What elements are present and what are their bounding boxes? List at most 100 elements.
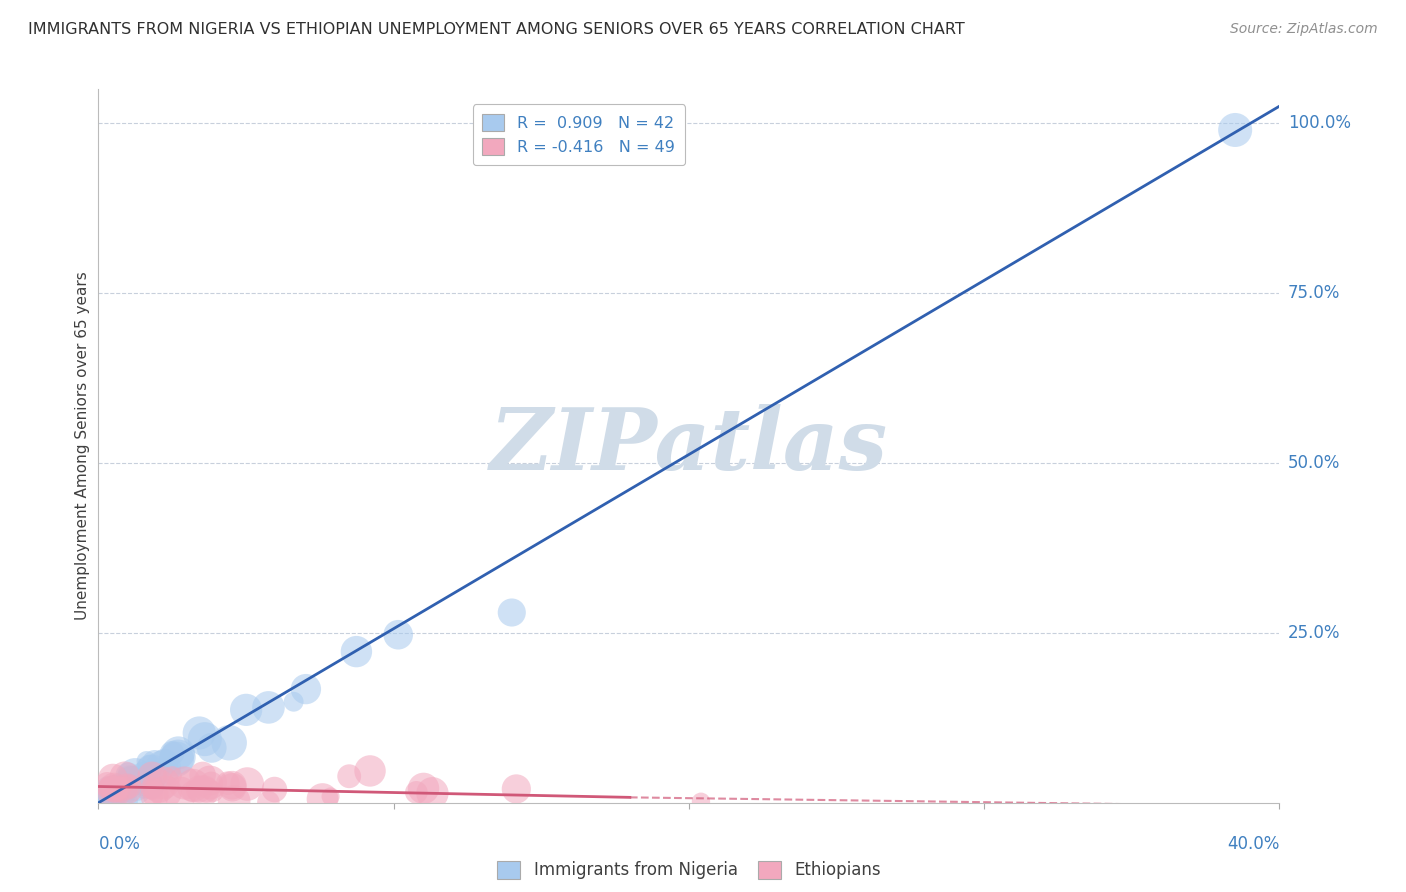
Point	[311, 792, 333, 806]
Point	[162, 768, 184, 782]
Point	[104, 782, 127, 797]
Point	[180, 784, 202, 798]
Point	[152, 776, 174, 790]
Text: 0.0%: 0.0%	[98, 835, 141, 853]
Point	[690, 795, 713, 809]
Point	[111, 784, 134, 798]
Point	[103, 780, 125, 795]
Point	[103, 794, 125, 808]
Point	[165, 752, 187, 766]
Point	[114, 770, 136, 784]
Point	[198, 775, 221, 789]
Point	[110, 794, 132, 808]
Point	[96, 778, 118, 792]
Text: 25.0%: 25.0%	[1288, 624, 1340, 642]
Point	[107, 784, 129, 798]
Point	[105, 785, 128, 799]
Point	[235, 703, 257, 717]
Point	[169, 786, 191, 800]
Point	[152, 761, 174, 775]
Point	[188, 726, 211, 740]
Point	[141, 765, 163, 780]
Point	[118, 780, 141, 794]
Point	[138, 760, 160, 774]
Point	[221, 778, 243, 792]
Point	[160, 746, 183, 760]
Point	[257, 700, 280, 714]
Point	[155, 785, 177, 799]
Point	[194, 732, 217, 747]
Legend: Immigrants from Nigeria, Ethiopians: Immigrants from Nigeria, Ethiopians	[491, 854, 887, 886]
Point	[153, 756, 176, 770]
Point	[115, 781, 138, 796]
Point	[124, 768, 146, 782]
Point	[202, 784, 225, 798]
Point	[344, 645, 367, 659]
Point	[143, 756, 166, 770]
Point	[191, 768, 214, 782]
Point	[96, 794, 118, 808]
Point	[108, 787, 131, 801]
Point	[96, 780, 118, 794]
Point	[141, 781, 163, 796]
Point	[100, 791, 122, 805]
Point	[173, 776, 195, 790]
Point	[217, 776, 239, 790]
Point	[125, 780, 148, 794]
Point	[141, 779, 163, 793]
Text: ZIPatlas: ZIPatlas	[489, 404, 889, 488]
Text: 50.0%: 50.0%	[1288, 454, 1340, 472]
Point	[103, 785, 125, 799]
Point	[501, 606, 523, 620]
Point	[167, 746, 190, 760]
Point	[96, 792, 118, 806]
Text: IMMIGRANTS FROM NIGERIA VS ETHIOPIAN UNEMPLOYMENT AMONG SENIORS OVER 65 YEARS CO: IMMIGRANTS FROM NIGERIA VS ETHIOPIAN UNE…	[28, 22, 965, 37]
Point	[337, 769, 360, 783]
Point	[283, 695, 305, 709]
Point	[141, 769, 163, 783]
Point	[218, 736, 240, 750]
Point	[117, 768, 139, 782]
Point	[422, 786, 444, 800]
Point	[105, 783, 128, 797]
Point	[115, 781, 138, 796]
Point	[121, 773, 143, 788]
Point	[134, 772, 156, 786]
Y-axis label: Unemployment Among Seniors over 65 years: Unemployment Among Seniors over 65 years	[75, 272, 90, 620]
Point	[167, 750, 190, 764]
Point	[405, 785, 427, 799]
Text: 75.0%: 75.0%	[1288, 284, 1340, 302]
Point	[412, 781, 434, 796]
Point	[142, 789, 165, 804]
Point	[201, 740, 224, 755]
Point	[101, 772, 124, 786]
Point	[98, 781, 121, 796]
Text: Source: ZipAtlas.com: Source: ZipAtlas.com	[1230, 22, 1378, 37]
Point	[221, 780, 243, 795]
Point	[193, 784, 215, 798]
Point	[319, 789, 342, 804]
Point	[263, 782, 285, 797]
Point	[134, 778, 156, 792]
Point	[100, 794, 122, 808]
Point	[505, 781, 527, 796]
Point	[359, 764, 381, 778]
Point	[200, 776, 222, 790]
Text: 100.0%: 100.0%	[1288, 114, 1351, 132]
Point	[195, 782, 218, 797]
Point	[236, 777, 259, 791]
Point	[143, 789, 166, 803]
Point	[125, 783, 148, 797]
Point	[387, 628, 409, 642]
Point	[96, 790, 118, 805]
Point	[148, 779, 170, 793]
Point	[181, 779, 204, 793]
Point	[120, 772, 142, 787]
Point	[141, 782, 163, 797]
Point	[188, 781, 211, 796]
Text: 40.0%: 40.0%	[1227, 835, 1279, 853]
Point	[224, 794, 246, 808]
Point	[96, 780, 118, 794]
Point	[1223, 123, 1246, 137]
Point	[135, 754, 157, 768]
